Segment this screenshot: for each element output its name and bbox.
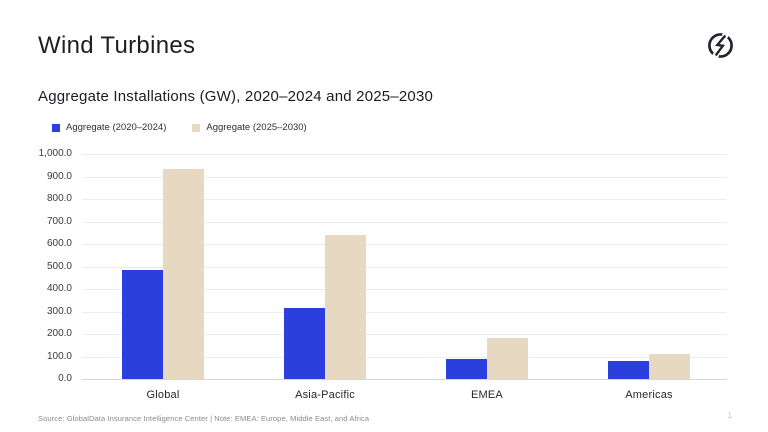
chart-legend: Aggregate (2020–2024) Aggregate (2025–20… — [52, 122, 333, 133]
y-axis-label: 900.0 — [46, 170, 72, 182]
y-axis-label: 1,000.0 — [38, 148, 72, 159]
bar-emea-series-0 — [446, 358, 487, 379]
legend-swatch-2020-2024 — [52, 123, 60, 132]
gridline — [82, 154, 727, 155]
gridline — [82, 311, 727, 313]
x-axis-line — [82, 379, 727, 380]
bar-global-series-0 — [122, 269, 163, 379]
gridline — [82, 334, 727, 335]
chart-title: Aggregate Installations (GW), 2020–2024 … — [38, 88, 434, 105]
bar-emea-series-1 — [487, 338, 528, 379]
y-axis-label: 700.0 — [46, 215, 72, 227]
x-axis-label: Asia-Pacific — [295, 389, 355, 401]
y-axis-label: 400.0 — [46, 283, 72, 294]
y-axis-label: 300.0 — [46, 305, 72, 317]
gridline — [82, 356, 727, 358]
legend-item-2020-2024: Aggregate (2020–2024) — [52, 122, 166, 133]
globaldata-logo-icon — [708, 32, 733, 59]
page-number: 1 — [727, 411, 732, 420]
bar-asia-pacific-series-1 — [325, 235, 366, 379]
y-axis-label: 600.0 — [46, 238, 72, 249]
legend-label-2020-2024: Aggregate (2020–2024) — [66, 122, 167, 133]
source-note: Source: GlobalData Insurance Intelligenc… — [38, 414, 370, 423]
gridline — [82, 244, 727, 245]
page-title: Wind Turbines — [38, 32, 196, 59]
gridline — [82, 289, 727, 290]
bar-americas-series-0 — [608, 361, 649, 379]
y-axis-label: 200.0 — [46, 328, 72, 339]
gridline — [82, 221, 727, 223]
legend-item-2025-2030: Aggregate (2025–2030) — [192, 122, 307, 133]
bar-global-series-1 — [163, 169, 204, 379]
y-axis-label: 800.0 — [46, 193, 72, 204]
gridline — [82, 266, 727, 268]
legend-swatch-2025-2030 — [192, 123, 201, 132]
y-axis-label: 100.0 — [46, 350, 72, 362]
x-axis-label: EMEA — [471, 389, 503, 401]
legend-label-2025-2030: Aggregate (2025–2030) — [206, 122, 307, 133]
y-axis-label: 500.0 — [46, 260, 72, 272]
bar-asia-pacific-series-0 — [284, 308, 325, 379]
x-axis-label: Global — [146, 389, 180, 401]
y-axis-label: 0.0 — [58, 373, 72, 384]
x-axis-label: Americas — [625, 389, 673, 401]
bar-americas-series-1 — [649, 354, 690, 379]
gridline — [82, 199, 727, 200]
gridline — [82, 176, 727, 178]
